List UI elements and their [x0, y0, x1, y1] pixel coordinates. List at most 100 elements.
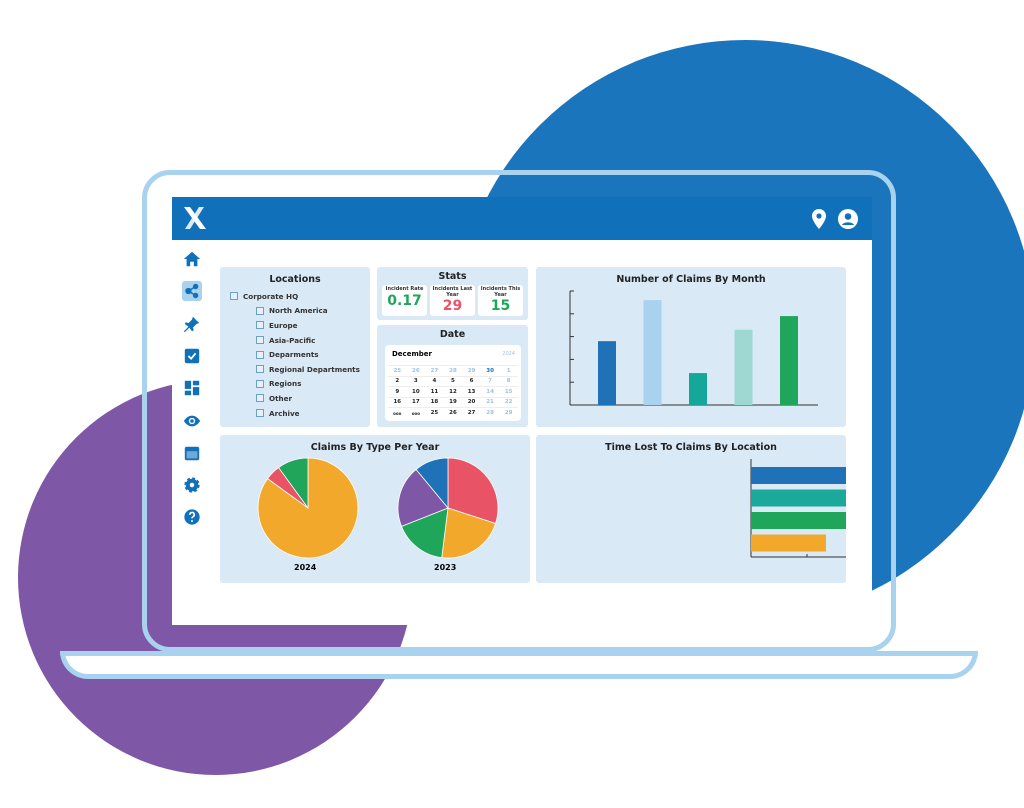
calendar-day[interactable]: 16	[388, 396, 407, 408]
calendar-day[interactable]: 29	[462, 365, 481, 376]
calendar-day[interactable]: 26	[443, 407, 463, 418]
location-item[interactable]: North America	[256, 304, 370, 319]
checkbox[interactable]	[256, 394, 264, 403]
bar[interactable]	[780, 316, 798, 405]
calendar-day[interactable]: 21	[480, 396, 500, 408]
location-item[interactable]: Europe	[256, 318, 370, 333]
checkbox[interactable]	[230, 292, 238, 301]
calendar-day[interactable]: 27	[462, 407, 481, 418]
calendar-day[interactable]: 20	[462, 396, 481, 408]
location-item[interactable]: Asia-Pacific	[256, 333, 370, 348]
calendar-day[interactable]: 9	[388, 386, 407, 397]
calendar-day[interactable]: 5	[443, 375, 463, 387]
location-item[interactable]: Other	[256, 391, 370, 406]
bar[interactable]	[643, 300, 662, 405]
location-item[interactable]: Deparments	[256, 347, 370, 362]
user-account-icon[interactable]	[838, 209, 858, 229]
time-lost-panel: Time Lost To Claims By Location	[536, 435, 846, 583]
calendar-day[interactable]: 27	[425, 365, 444, 376]
calendar-day[interactable]: 15	[499, 386, 518, 397]
calendar-day[interactable]: 14	[480, 386, 500, 397]
calendar-day[interactable]: 10	[406, 386, 426, 397]
calendar-day[interactable]: 6	[462, 375, 481, 387]
calendar-day[interactable]: 25	[388, 365, 407, 376]
location-item[interactable]: Regions	[256, 377, 370, 392]
help-icon[interactable]	[182, 507, 202, 527]
calendar-day[interactable]: ooo	[406, 407, 426, 418]
calendar-day[interactable]: 17	[406, 396, 426, 408]
calendar-day[interactable]: 11	[425, 386, 444, 397]
calendar-week: ooo ooo 25 26 27 28 29	[388, 407, 518, 418]
pie-slice[interactable]	[441, 507, 497, 559]
calendar-day[interactable]: 25	[425, 407, 444, 418]
calendar-day[interactable]: 26	[406, 365, 426, 376]
stat-value: 15	[490, 298, 511, 315]
stat-label: Incidents This Year	[480, 286, 521, 298]
calendar-icon[interactable]	[182, 443, 202, 463]
location-item[interactable]: Archive	[256, 406, 370, 421]
laptop-frame	[142, 170, 896, 652]
calendar-day[interactable]: 7	[480, 375, 500, 387]
bar[interactable]	[751, 467, 846, 484]
pie-slice[interactable]	[415, 457, 449, 510]
bar[interactable]	[751, 489, 846, 507]
checkbox[interactable]	[256, 379, 264, 388]
calendar-day[interactable]: 13	[462, 386, 481, 397]
checkbox[interactable]	[256, 321, 264, 330]
calendar-day[interactable]: 12	[443, 386, 463, 397]
bar[interactable]	[751, 512, 846, 529]
checkbox[interactable]	[256, 409, 264, 418]
calendar-day[interactable]: ooo	[388, 407, 407, 418]
locations-panel: Locations Corporate HQ North America Euro…	[220, 267, 370, 427]
bar[interactable]	[751, 534, 826, 552]
checkbox[interactable]	[256, 336, 264, 345]
pin-icon[interactable]	[182, 314, 202, 334]
calendar-day[interactable]: 19	[443, 396, 463, 408]
location-item-root[interactable]: Corporate HQ	[230, 289, 370, 304]
stat-card: Incident Rate 0.17	[382, 285, 427, 316]
calendar-day[interactable]: 1	[499, 365, 518, 376]
chart-title: Claims By Type Per Year	[310, 442, 440, 453]
chart-title: Time Lost To Claims By Location	[605, 442, 777, 453]
gear-icon[interactable]	[182, 475, 202, 495]
calendar-day[interactable]: 3	[406, 375, 426, 387]
eye-icon[interactable]	[182, 411, 202, 431]
pie-slice[interactable]	[447, 457, 499, 524]
home-icon[interactable]	[182, 249, 202, 269]
dashboard-icon[interactable]	[182, 378, 202, 398]
calendar-week: 9 10 11 12 13 14 15	[388, 386, 518, 397]
location-item[interactable]: Regional Departments	[256, 362, 370, 377]
stat-value: 0.17	[387, 292, 422, 309]
bar[interactable]	[689, 373, 707, 405]
bar[interactable]	[734, 329, 753, 405]
app-header	[172, 197, 872, 240]
calendar-day[interactable]: 18	[425, 396, 444, 408]
location-label: Corporate HQ	[243, 291, 299, 301]
locations-title: Locations	[269, 274, 321, 285]
bar[interactable]	[598, 341, 616, 405]
calendar-day[interactable]: 8	[499, 375, 518, 387]
share-network-icon[interactable]	[182, 281, 202, 302]
checkbox-icon[interactable]	[182, 346, 202, 366]
calendar-day[interactable]: 28	[443, 365, 463, 376]
pie-charts	[257, 457, 499, 559]
pie-slice[interactable]	[278, 457, 309, 510]
pie-label: 2024	[294, 563, 317, 572]
location-pin-icon[interactable]	[811, 209, 827, 229]
logo[interactable]	[182, 205, 208, 231]
checkbox[interactable]	[256, 350, 264, 359]
calendar-day[interactable]: 29	[499, 407, 518, 418]
claims-by-type-panel: Claims By Type Per Year 2024 2023	[220, 435, 530, 583]
calendar: December 2024 25 26 27 28 29 30 1 2 3 4 5 6 7 8 9 10 11 1…	[385, 345, 521, 421]
calendar-day[interactable]: 28	[480, 407, 500, 418]
checkbox[interactable]	[256, 306, 264, 315]
calendar-day[interactable]: 4	[425, 375, 444, 387]
calendar-day[interactable]: 22	[499, 396, 518, 408]
calendar-day[interactable]: 2	[388, 375, 407, 387]
pie-slice[interactable]	[397, 468, 449, 527]
chart-title: Number of Claims By Month	[616, 274, 766, 285]
checkbox[interactable]	[256, 365, 264, 374]
calendar-day[interactable]: 30	[480, 365, 500, 376]
stat-card: Incidents This Year 15	[478, 285, 523, 316]
pie-slice[interactable]	[400, 507, 449, 559]
